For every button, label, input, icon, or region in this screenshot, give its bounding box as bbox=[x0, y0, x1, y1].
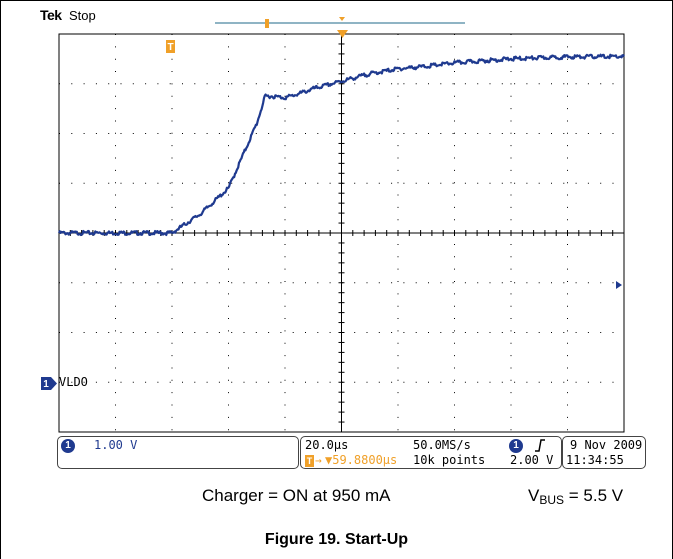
channel-scale-box: 1 1.00 V bbox=[57, 436, 299, 469]
figure-border-left bbox=[0, 0, 1, 559]
trigger-source-number: 1 bbox=[513, 440, 519, 451]
trigger-position-marker bbox=[339, 17, 345, 21]
waveform-plot: T 1 bbox=[41, 17, 625, 433]
record-length: 10k points bbox=[413, 453, 486, 467]
vldo-trace bbox=[57, 53, 625, 237]
figure-caption: Figure 19. Start-Up bbox=[264, 531, 409, 548]
channel-ground-marker: 1 bbox=[41, 377, 57, 390]
brand-logo: Tek bbox=[40, 7, 62, 23]
trigger-level-arrow bbox=[616, 281, 622, 289]
time-per-div: 20.0µs bbox=[305, 438, 349, 452]
trigger-delay-icon-letter: T bbox=[306, 456, 313, 466]
vbus-condition: VBUS = 5.5 V bbox=[528, 486, 623, 507]
channel-label: VLDO bbox=[59, 375, 88, 389]
trigger-delay: ▼59.8800µs bbox=[325, 453, 398, 467]
trigger-flag: T bbox=[166, 40, 175, 53]
vbus-subscript: BUS bbox=[539, 493, 565, 507]
capture-date: 9 Nov 2009 bbox=[570, 438, 643, 452]
oscilloscope-screen: Tek Stop T 1 VLDO 1 1.00 V 20.0µs 5 bbox=[40, 7, 646, 469]
acquisition-state: Stop bbox=[69, 8, 96, 23]
svg-text:T: T bbox=[167, 42, 173, 53]
vbus-value: = 5.5 V bbox=[564, 486, 624, 505]
datetime-box: 9 Nov 2009 11:34:55 bbox=[562, 436, 646, 469]
record-window-marker bbox=[265, 19, 269, 28]
capture-time: 11:34:55 bbox=[566, 453, 624, 467]
vbus-symbol: V bbox=[528, 486, 540, 505]
timebase-box: 20.0µs 50.0MS/s T → ▼59.8800µs 10k point… bbox=[300, 436, 562, 469]
trigger-delay-icon bbox=[305, 455, 314, 467]
figure-border-top bbox=[0, 0, 673, 1]
trigger-source-badge bbox=[509, 439, 523, 453]
channel-badge bbox=[61, 439, 75, 453]
arrow-icon: → bbox=[315, 454, 322, 467]
rising-edge-icon bbox=[535, 439, 545, 452]
channel-badge-number: 1 bbox=[65, 440, 71, 451]
svg-text:1: 1 bbox=[43, 379, 49, 390]
sample-rate: 50.0MS/s bbox=[413, 438, 471, 452]
channel-scale: 1.00 V bbox=[94, 438, 138, 452]
trigger-arrow bbox=[337, 30, 348, 38]
test-conditions: Charger = ON at 950 mA bbox=[202, 486, 391, 505]
trigger-level: 2.00 V bbox=[510, 453, 554, 467]
